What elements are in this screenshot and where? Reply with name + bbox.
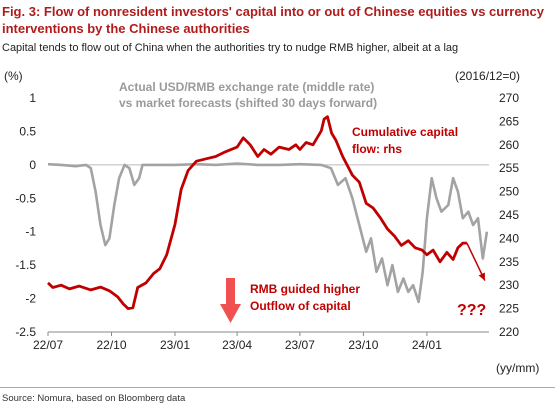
right-axis-unit: (2016/12=0)	[455, 69, 520, 83]
x-tick-label: 23/04	[222, 338, 252, 352]
y-right-tick-label: 225	[499, 302, 519, 316]
y-right-tick-label: 270	[499, 91, 519, 105]
y-right-tick-label: 220	[499, 325, 519, 339]
y-right-tick-label: 265	[499, 114, 519, 128]
y-right-tick-label: 250	[499, 185, 519, 199]
y-right-tick-label: 255	[499, 161, 519, 175]
gray-series-line	[47, 162, 489, 304]
annotation-line1: RMB guided higher	[250, 282, 360, 296]
y-left-tick-label: 0	[29, 158, 36, 172]
red-series-line	[47, 115, 467, 311]
down-arrow-icon	[220, 278, 241, 323]
y-left-tick-label: 1	[29, 91, 36, 105]
question-annotation: ???	[457, 302, 486, 319]
y-right-tick-label: 240	[499, 231, 519, 245]
x-tick-label: 23/07	[285, 338, 315, 352]
y-left-tick-label: -2.5	[15, 325, 36, 339]
chart-subtitle: Capital tends to flow out of China when …	[2, 42, 459, 54]
gray-series-label-line1: Actual USD/RMB exchange rate (middle rat…	[119, 80, 374, 94]
left-axis-unit: (%)	[4, 69, 23, 83]
annotation-line2: Outflow of capital	[250, 299, 351, 313]
chart-title: Fig. 3: Flow of nonresident investors' c…	[2, 4, 544, 36]
y-right-tick-label: 260	[499, 138, 519, 152]
x-tick-label: 22/10	[96, 338, 126, 352]
y-right-tick-label: 230	[499, 278, 519, 292]
source-note: Source: Nomura, based on Bloomberg data	[2, 393, 186, 404]
y-left-tick-label: -2	[25, 292, 36, 306]
y-left-tick-label: -1.5	[15, 258, 36, 272]
red-series-label-line2: flow: rhs	[352, 142, 402, 156]
x-axis-unit: (yy/mm)	[496, 361, 539, 375]
red-series-label-line1: Cumulative capital	[352, 125, 458, 139]
y-left-tick-label: -0.5	[15, 191, 36, 205]
y-right-tick-label: 235	[499, 255, 519, 269]
x-tick-label: 24/01	[412, 338, 442, 352]
gray-series-label-line2: vs market forecasts (shifted 30 days for…	[119, 96, 377, 110]
x-tick-label: 23/10	[348, 338, 378, 352]
chart-svg: 1 0.5 0 -0.5 -1 -1.5 -2 -2.5 270 265 260 255 250 245 2…	[4, 69, 539, 375]
y-left-tick-label: 0.5	[19, 124, 36, 138]
source-divider	[0, 387, 555, 388]
x-tick-label: 22/07	[33, 338, 63, 352]
x-tick-label: 23/01	[160, 338, 190, 352]
y-left-tick-label: -1	[25, 225, 36, 239]
projection-arrowhead-icon	[478, 272, 485, 281]
y-right-tick-label: 245	[499, 208, 519, 222]
